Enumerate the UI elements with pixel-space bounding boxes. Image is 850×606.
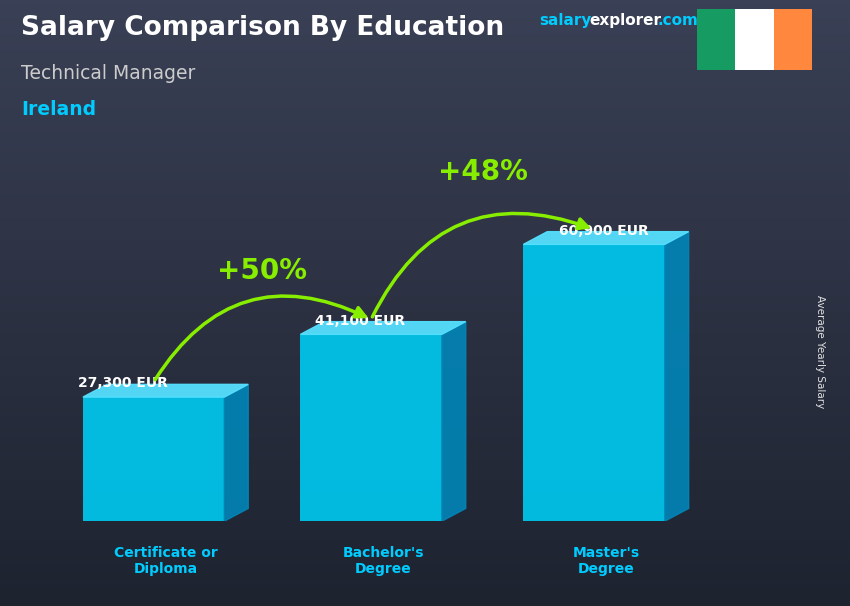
Text: +50%: +50% — [218, 257, 308, 285]
Bar — [735, 9, 774, 70]
Text: Salary Comparison By Education: Salary Comparison By Education — [21, 15, 504, 41]
Text: Technical Manager: Technical Manager — [21, 64, 196, 82]
Bar — [300, 335, 442, 521]
Text: Certificate or
Diploma: Certificate or Diploma — [114, 546, 218, 576]
Text: 27,300 EUR: 27,300 EUR — [77, 376, 167, 390]
Text: Master's
Degree: Master's Degree — [572, 546, 639, 576]
Text: 41,100 EUR: 41,100 EUR — [315, 313, 405, 327]
Polygon shape — [224, 384, 248, 521]
Bar — [774, 9, 812, 70]
Polygon shape — [83, 384, 248, 397]
Text: 60,900 EUR: 60,900 EUR — [558, 224, 649, 238]
Bar — [697, 9, 735, 70]
Bar — [83, 397, 224, 521]
Bar — [524, 244, 665, 521]
Polygon shape — [442, 322, 466, 521]
Text: +48%: +48% — [438, 158, 528, 185]
Polygon shape — [300, 322, 466, 335]
Text: Bachelor's
Degree: Bachelor's Degree — [343, 546, 424, 576]
Text: salary: salary — [540, 13, 592, 28]
Polygon shape — [665, 231, 689, 521]
Text: explorer: explorer — [589, 13, 661, 28]
Polygon shape — [524, 231, 689, 244]
Text: .com: .com — [657, 13, 698, 28]
Text: Ireland: Ireland — [21, 100, 96, 119]
Text: Average Yearly Salary: Average Yearly Salary — [815, 295, 825, 408]
